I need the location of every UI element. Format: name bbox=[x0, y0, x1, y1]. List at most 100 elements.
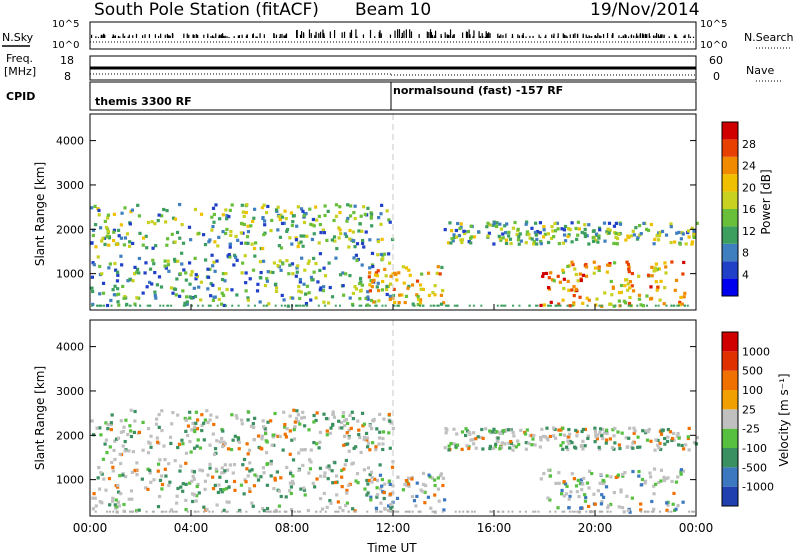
echo-cell bbox=[355, 258, 359, 262]
nsky-bar bbox=[299, 34, 302, 38]
nsky-bar bbox=[618, 35, 620, 38]
echo-cell bbox=[376, 281, 380, 285]
echo-cell bbox=[237, 440, 241, 444]
echo-cell bbox=[276, 434, 280, 438]
echo-cell bbox=[338, 228, 342, 232]
nsky-bar bbox=[285, 33, 288, 38]
echo-cell bbox=[416, 302, 420, 307]
echo-cell bbox=[579, 444, 584, 448]
echo-cell bbox=[496, 439, 500, 443]
echo-cell bbox=[379, 222, 383, 226]
echo-cell bbox=[366, 445, 370, 449]
echo-cell bbox=[692, 235, 696, 239]
echo-cell bbox=[563, 482, 568, 486]
nsky-bar bbox=[565, 35, 567, 38]
echo-cell bbox=[608, 228, 612, 232]
nsky-bar bbox=[111, 36, 114, 38]
nsky-bar bbox=[683, 35, 685, 38]
echo-cell bbox=[151, 258, 155, 262]
echo-cell bbox=[211, 224, 215, 229]
echo-cell bbox=[675, 434, 679, 438]
colorbar-tick-label: 20 bbox=[742, 181, 756, 194]
nsky-bar bbox=[237, 35, 239, 38]
velocity-y-axis-label: Slant Range [km] bbox=[33, 366, 47, 470]
echo-cell bbox=[212, 422, 216, 427]
echo-cell bbox=[545, 436, 549, 440]
echo-cell bbox=[185, 300, 189, 304]
echo-cell bbox=[488, 223, 492, 227]
echo-cell bbox=[212, 212, 217, 217]
echo-cell bbox=[356, 419, 360, 423]
echo-cell bbox=[229, 233, 233, 237]
echo-cell bbox=[326, 301, 331, 305]
echo-cell bbox=[664, 233, 669, 237]
echo-cell bbox=[333, 461, 337, 465]
nsky-bar bbox=[398, 29, 401, 38]
echo-cell bbox=[347, 436, 351, 440]
echo-cell bbox=[504, 304, 507, 307]
echo-cell bbox=[407, 482, 411, 486]
echo-cell bbox=[151, 246, 155, 250]
nsky-bar bbox=[401, 32, 403, 38]
echo-cell bbox=[353, 216, 357, 221]
echo-cell bbox=[488, 429, 492, 433]
echo-cell bbox=[585, 481, 590, 485]
echo-cell bbox=[587, 486, 591, 490]
nsky-bar bbox=[113, 35, 115, 38]
nsky-bar bbox=[203, 34, 205, 38]
echo-cell bbox=[539, 477, 543, 481]
echo-cell bbox=[163, 259, 167, 263]
echo-cell bbox=[281, 262, 285, 266]
echo-cell bbox=[350, 238, 354, 242]
echo-cell bbox=[121, 444, 125, 448]
echo-cell bbox=[639, 303, 643, 307]
echo-cell bbox=[315, 411, 319, 415]
echo-cell bbox=[455, 443, 460, 447]
echo-cell bbox=[163, 467, 167, 471]
echo-cell bbox=[389, 274, 393, 278]
echo-cell bbox=[342, 467, 346, 471]
echo-cell bbox=[628, 510, 632, 514]
nsky-bar bbox=[389, 34, 392, 38]
echo-cell bbox=[637, 469, 641, 474]
echo-cell bbox=[376, 253, 380, 257]
echo-cell bbox=[114, 498, 118, 502]
echo-cell bbox=[525, 220, 529, 224]
echo-cell bbox=[673, 304, 676, 307]
echo-cell bbox=[412, 499, 417, 503]
echo-cell bbox=[246, 418, 250, 422]
echo-cell bbox=[586, 434, 590, 438]
echo-cell bbox=[568, 494, 572, 499]
echo-cell bbox=[620, 506, 625, 510]
echo-cell bbox=[622, 299, 626, 303]
colorbar-tick-label: 12 bbox=[742, 225, 756, 238]
echo-cell bbox=[418, 283, 423, 287]
echo-cell bbox=[599, 472, 603, 477]
nsky-bar bbox=[675, 34, 677, 38]
echo-cell bbox=[561, 298, 565, 302]
echo-cell bbox=[170, 304, 173, 307]
nsky-bar bbox=[119, 36, 121, 38]
echo-cell bbox=[188, 282, 192, 286]
echo-cell bbox=[566, 234, 570, 239]
echo-cell bbox=[407, 284, 411, 288]
echo-cell bbox=[208, 443, 212, 447]
echo-cell bbox=[532, 242, 536, 246]
echo-cell bbox=[253, 254, 257, 258]
echo-cell bbox=[662, 478, 667, 483]
nsky-bar bbox=[252, 33, 254, 38]
echo-cell bbox=[322, 231, 327, 235]
echo-cell bbox=[118, 452, 122, 456]
echo-cell bbox=[561, 441, 565, 445]
nsky-bar bbox=[380, 33, 382, 38]
echo-cell bbox=[109, 510, 112, 513]
echo-cell bbox=[211, 487, 216, 491]
echo-cell bbox=[624, 436, 628, 440]
echo-cell bbox=[106, 423, 110, 427]
echo-cell bbox=[602, 221, 607, 225]
echo-cell bbox=[206, 287, 210, 291]
echo-cell bbox=[223, 442, 227, 446]
echo-cell bbox=[164, 266, 168, 270]
echo-cell bbox=[91, 302, 95, 306]
echo-cell bbox=[98, 304, 101, 307]
